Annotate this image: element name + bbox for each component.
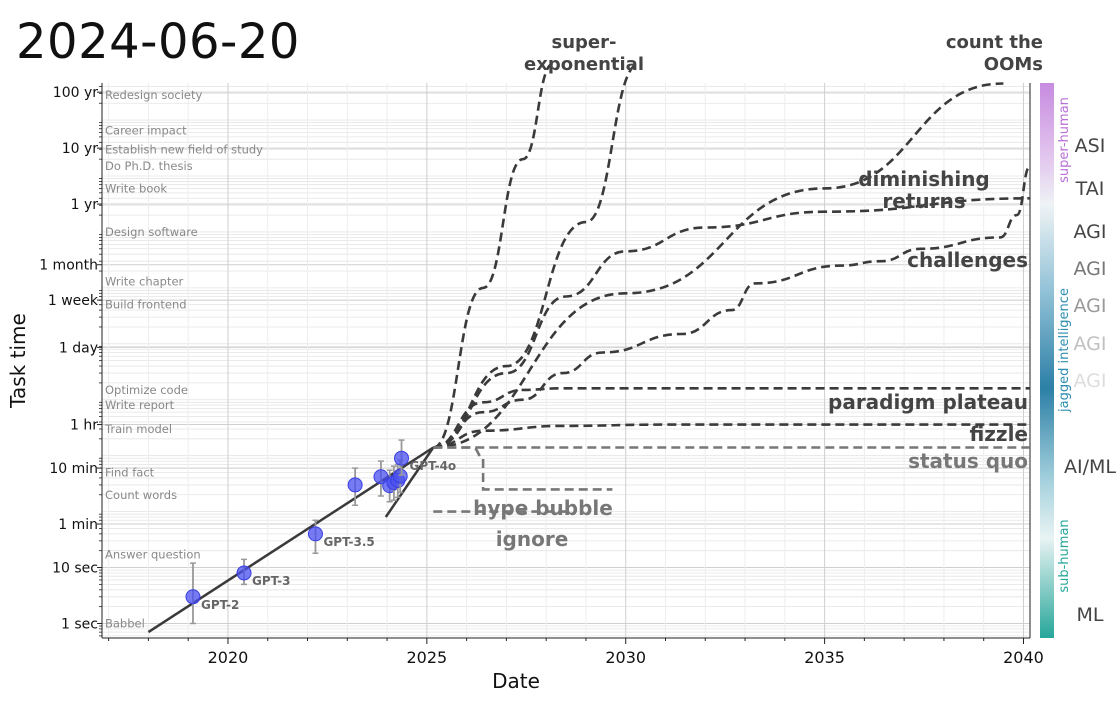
scenario-line bbox=[433, 423, 1030, 449]
model-point bbox=[236, 565, 252, 581]
model-points: GPT-2 GPT-3 GPT-3.5 GPT-4o bbox=[185, 439, 457, 625]
colorbar-label: AGI bbox=[1074, 221, 1107, 243]
scenario-lines bbox=[432, 62, 1032, 513]
x-axis-title: Date bbox=[492, 669, 540, 693]
scenario-line bbox=[433, 446, 613, 491]
colorbar-zone-label: sub-human bbox=[1057, 519, 1072, 592]
colorbar-label: TAI bbox=[1075, 178, 1105, 200]
scenario-line bbox=[433, 82, 1004, 449]
model-point bbox=[185, 589, 201, 605]
snapshot-date: 2024-06-20 bbox=[16, 14, 300, 70]
scenario-label: exponential bbox=[524, 54, 644, 75]
colorbar-label: AGI bbox=[1074, 258, 1107, 280]
task-label: Do Ph.D. thesis bbox=[105, 159, 193, 173]
scenario-label: returns bbox=[882, 189, 965, 213]
scenario-label: count the bbox=[946, 32, 1043, 53]
task-label: Optimize code bbox=[105, 383, 188, 397]
model-point bbox=[347, 477, 363, 493]
y-tick-label: 1 yr bbox=[71, 197, 99, 213]
task-label: Train model bbox=[104, 422, 172, 436]
model-label: GPT-2 bbox=[201, 598, 239, 612]
x-tick-label: 2040 bbox=[1003, 648, 1044, 667]
colorbar: super-human jagged intelligence sub-human A… bbox=[1040, 83, 1116, 638]
model-point bbox=[394, 450, 410, 466]
task-label: Find fact bbox=[105, 466, 155, 480]
colorbar-label: AGI bbox=[1074, 370, 1107, 392]
scenario-label: paradigm plateau bbox=[828, 390, 1028, 414]
trend-line bbox=[384, 446, 435, 518]
x-tick-label: 2035 bbox=[804, 648, 845, 667]
scenario-label: challenges bbox=[907, 248, 1028, 272]
y-tick-label: 1 min bbox=[58, 517, 98, 533]
y-tick-label: 10 yr bbox=[62, 141, 99, 157]
y-tick-label: 10 min bbox=[49, 461, 98, 477]
task-label: Establish new field of study bbox=[105, 142, 263, 156]
scenario-label: hype bubble bbox=[473, 496, 613, 520]
y-tick-label: 1 sec bbox=[61, 616, 98, 632]
grid bbox=[102, 83, 1030, 638]
model-label: GPT-3.5 bbox=[323, 535, 374, 549]
axes: 1 sec 10 sec 1 min 10 min 1 hr 1 day 1 week 1 m… bbox=[6, 83, 1044, 693]
scenario-label: diminishing bbox=[858, 167, 990, 191]
y-tick-label: 1 hr bbox=[70, 418, 98, 434]
task-label: Write chapter bbox=[105, 274, 184, 288]
colorbar-label: AGI bbox=[1074, 295, 1107, 317]
task-label: Count words bbox=[105, 488, 177, 502]
task-label: Build frontend bbox=[105, 298, 187, 312]
model-label: GPT-3 bbox=[252, 574, 290, 588]
y-axis-title: Task time bbox=[6, 313, 30, 409]
scenario-line bbox=[433, 164, 1032, 449]
y-tick-label: 1 day bbox=[59, 340, 98, 356]
model-point bbox=[307, 526, 323, 542]
task-label: Redesign society bbox=[105, 88, 202, 102]
scenario-label: super- bbox=[552, 32, 617, 53]
scenario-label: ignore bbox=[496, 527, 569, 551]
scenario-line bbox=[433, 387, 1030, 449]
model-label: GPT-4o bbox=[410, 459, 457, 473]
task-label: Design software bbox=[105, 225, 198, 239]
y-tick-label: 10 sec bbox=[52, 561, 98, 577]
scenario-line bbox=[433, 197, 1031, 449]
colorbar-label: ML bbox=[1077, 604, 1104, 626]
y-tick-label: 1 week bbox=[48, 293, 99, 309]
y-tick-label: 1 month bbox=[39, 258, 98, 274]
task-label: Write book bbox=[105, 181, 167, 195]
x-tick-label: 2020 bbox=[208, 648, 249, 667]
colorbar-zone-label: super-human bbox=[1057, 97, 1072, 183]
colorbar-zone-label: jagged intelligence bbox=[1057, 288, 1072, 413]
y-tick-label: 100 yr bbox=[53, 85, 98, 101]
model-point bbox=[392, 468, 408, 484]
colorbar-strip bbox=[1040, 83, 1054, 638]
task-labels: Redesign society Career impact Establish n… bbox=[104, 88, 263, 630]
task-label: Career impact bbox=[105, 124, 187, 138]
task-label: Babbel bbox=[105, 616, 145, 630]
scenario-line bbox=[432, 62, 554, 449]
colorbar-label: ASI bbox=[1075, 135, 1106, 157]
model-point bbox=[373, 469, 389, 485]
scenario-label: status quo bbox=[908, 449, 1028, 473]
task-label: Write report bbox=[105, 398, 175, 412]
x-tick-label: 2025 bbox=[406, 648, 447, 667]
scenario-label: fizzle bbox=[969, 422, 1028, 446]
colorbar-label: AGI bbox=[1074, 333, 1107, 355]
x-tick-label: 2030 bbox=[605, 648, 646, 667]
task-label: Answer question bbox=[105, 548, 201, 562]
colorbar-label: AI/ML bbox=[1064, 456, 1116, 478]
scenario-label: OOMs bbox=[984, 54, 1043, 75]
scenario-line bbox=[433, 62, 640, 449]
